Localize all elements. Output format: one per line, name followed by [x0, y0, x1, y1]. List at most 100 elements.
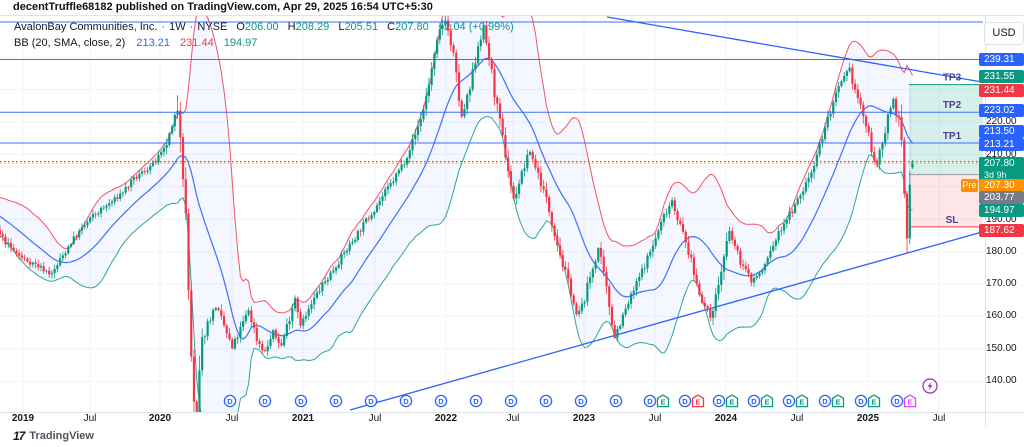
candle[interactable]	[280, 338, 283, 347]
candle[interactable]	[110, 199, 114, 207]
candle[interactable]	[569, 274, 573, 299]
candle[interactable]	[449, 24, 452, 52]
candle[interactable]	[9, 238, 13, 253]
candle[interactable]	[487, 36, 491, 67]
candle[interactable]	[132, 175, 135, 185]
candle[interactable]	[651, 239, 655, 258]
candle[interactable]	[638, 272, 641, 288]
candle[interactable]	[59, 253, 62, 267]
candle[interactable]	[127, 185, 130, 191]
dividend-icon[interactable]: D	[223, 394, 237, 408]
candle[interactable]	[272, 329, 275, 343]
candle[interactable]	[228, 327, 231, 342]
candle[interactable]	[895, 96, 898, 123]
dividend-icon[interactable]: D	[258, 394, 272, 408]
candle[interactable]	[815, 150, 818, 169]
candle[interactable]	[878, 147, 881, 170]
candle[interactable]	[583, 299, 586, 308]
candle[interactable]	[660, 218, 663, 235]
candle[interactable]	[687, 235, 690, 259]
candle[interactable]	[206, 318, 209, 341]
candle[interactable]	[881, 141, 884, 158]
candle[interactable]	[788, 206, 791, 225]
dividend-icon[interactable]: D	[364, 394, 378, 408]
candle[interactable]	[717, 276, 720, 301]
candle[interactable]	[528, 150, 532, 156]
candle[interactable]	[386, 181, 390, 195]
candle[interactable]	[162, 143, 166, 157]
dividend-icon[interactable]: D	[678, 394, 692, 408]
candle[interactable]	[826, 110, 829, 131]
dividend-icon[interactable]: D	[890, 394, 904, 408]
candle[interactable]	[179, 102, 182, 153]
candle[interactable]	[362, 218, 365, 236]
candle[interactable]	[619, 324, 622, 331]
candle[interactable]	[640, 264, 644, 280]
tp2-label[interactable]: TP2	[943, 100, 962, 111]
candle[interactable]	[701, 291, 704, 305]
candle[interactable]	[313, 292, 316, 310]
candle[interactable]	[643, 263, 646, 275]
candle[interactable]	[274, 328, 278, 341]
candle[interactable]	[905, 190, 909, 254]
candle[interactable]	[105, 203, 108, 212]
candle[interactable]	[236, 334, 239, 345]
candle[interactable]	[728, 226, 731, 244]
candle[interactable]	[537, 161, 540, 180]
candle[interactable]	[187, 208, 190, 300]
candle[interactable]	[468, 86, 471, 102]
candle[interactable]	[733, 236, 737, 250]
candle[interactable]	[823, 122, 827, 142]
dividend-icon[interactable]: D	[609, 394, 623, 408]
candle[interactable]	[116, 193, 119, 202]
candle[interactable]	[616, 326, 619, 342]
candle[interactable]	[854, 79, 857, 94]
dividend-icon[interactable]: D	[712, 394, 726, 408]
candle[interactable]	[848, 62, 851, 73]
candle[interactable]	[203, 334, 206, 345]
candle[interactable]	[523, 162, 526, 177]
candle[interactable]	[83, 221, 86, 230]
candle[interactable]	[873, 146, 876, 165]
candle[interactable]	[908, 171, 911, 245]
candle[interactable]	[165, 138, 168, 155]
candle[interactable]	[703, 296, 706, 311]
candle[interactable]	[752, 274, 756, 287]
candle[interactable]	[545, 182, 548, 204]
candle[interactable]	[384, 186, 387, 201]
candle[interactable]	[695, 268, 698, 286]
candle[interactable]	[720, 265, 723, 292]
candle[interactable]	[53, 264, 56, 279]
candle[interactable]	[777, 227, 780, 244]
candle[interactable]	[140, 168, 144, 177]
candle[interactable]	[485, 20, 488, 46]
trendline-up[interactable]	[349, 231, 983, 411]
earnings-icon[interactable]: E	[656, 394, 670, 408]
candle[interactable]	[329, 270, 332, 282]
candle[interactable]	[665, 208, 668, 218]
candle[interactable]	[130, 176, 133, 192]
candle[interactable]	[45, 269, 48, 274]
earnings-icon[interactable]: E	[867, 394, 881, 408]
candle[interactable]	[772, 241, 775, 253]
candle[interactable]	[354, 237, 357, 244]
candle[interactable]	[670, 197, 674, 209]
candle[interactable]	[599, 242, 603, 265]
candle[interactable]	[192, 349, 196, 414]
candle[interactable]	[471, 62, 474, 92]
candle[interactable]	[542, 180, 545, 194]
candle[interactable]	[75, 233, 78, 241]
candle[interactable]	[78, 228, 81, 240]
candle[interactable]	[315, 288, 319, 300]
candle[interactable]	[629, 290, 633, 309]
price-axis[interactable]: 220.00 210.00 190.00 180.00 170.00 160.00 150.…	[961, 15, 1024, 427]
candle[interactable]	[405, 156, 409, 168]
candle[interactable]	[679, 217, 682, 226]
candle[interactable]	[438, 22, 441, 45]
candle[interactable]	[91, 210, 94, 222]
candle[interactable]	[190, 280, 193, 362]
candle[interactable]	[348, 240, 351, 255]
candle[interactable]	[725, 232, 728, 261]
candle[interactable]	[217, 306, 220, 312]
candle[interactable]	[425, 87, 428, 116]
